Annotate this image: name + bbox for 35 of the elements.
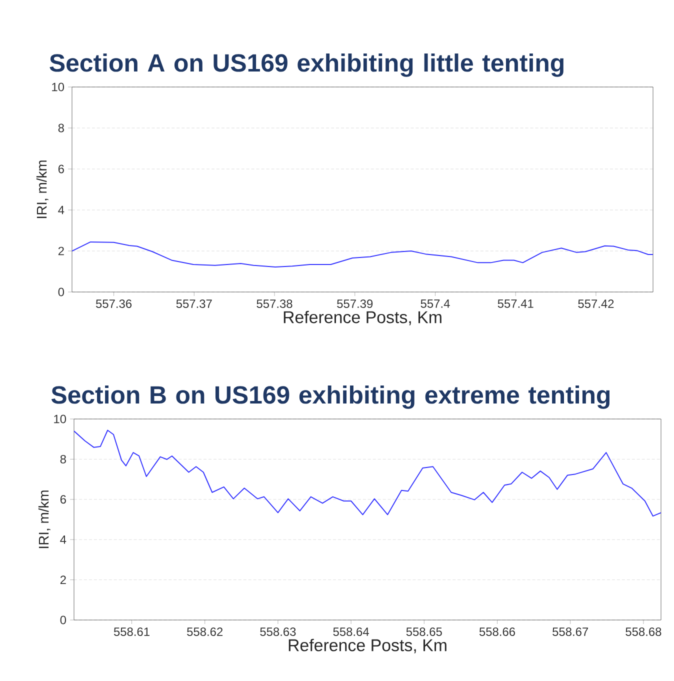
y-axis-title: IRI, m/km [36,160,48,218]
y-tick-label: 4 [60,535,66,544]
line-series [74,430,661,517]
y-tick-label: 2 [60,576,66,584]
y-axis-title: IRI, m/km [38,490,50,548]
y-tick-label: 2 [58,246,64,256]
x-tick-label: 557.42 [578,300,614,308]
x-tick-label: 558.62 [187,628,223,636]
chart-title: Section B on US169 exhibiting extreme tenting [51,385,610,409]
x-tick-label: 557.41 [498,300,534,308]
y-tick-label: 0 [60,616,66,624]
x-axis-title: Reference Posts, Km [284,310,442,326]
line-series [72,241,654,268]
y-tick-label: 10 [54,414,66,424]
x-tick-label: 558.66 [479,628,516,636]
y-tick-label: 10 [52,82,64,92]
x-tick-label: 557.4 [420,300,450,308]
x-tick-label: 557.37 [176,300,212,308]
y-tick-label: 4 [58,206,64,214]
y-tick-label: 6 [60,495,66,504]
x-tick-label: 558.61 [114,628,150,636]
x-axis-title: Reference Posts, Km [288,638,446,654]
x-tick-label: 558.68 [626,628,662,636]
y-tick-label: 8 [58,124,64,132]
x-tick-label: 558.65 [406,628,442,636]
y-tick-label: 6 [58,164,64,174]
x-tick-label: 558.63 [260,628,296,636]
x-tick-label: 558.64 [333,628,369,636]
y-tick-label: 8 [60,454,66,464]
x-tick-label: 557.38 [256,300,292,308]
x-tick-label: 557.36 [96,300,132,308]
x-tick-label: 557.39 [337,300,373,308]
y-tick-label: 0 [58,288,64,296]
x-tick-label: 558.67 [552,628,588,636]
chart-title: Section A on US169 exhibiting little tenting [50,53,564,77]
